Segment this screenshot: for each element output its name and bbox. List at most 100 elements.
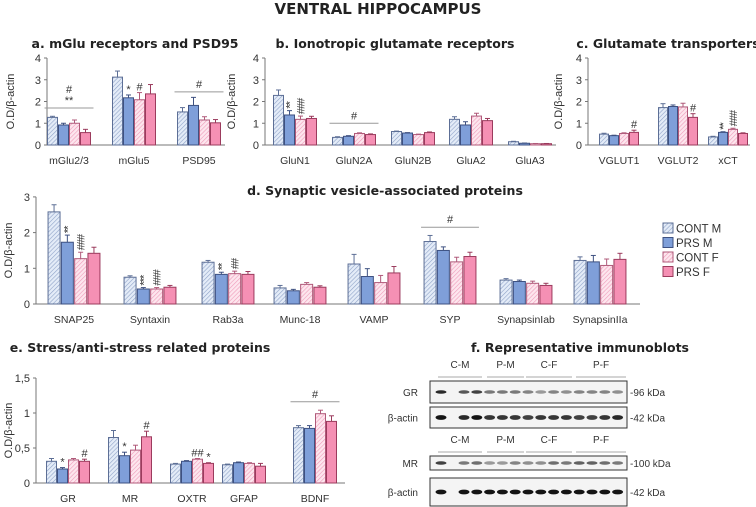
- chart-b: 0 1 2 3 4 O.D/β-actin GluN1 GluN2A GluN2B GluA2 Gl…: [226, 53, 556, 167]
- bar-cont-m: [499, 279, 513, 305]
- legend-swatch-prs-f: [662, 266, 674, 277]
- bar-cont-m: [273, 287, 287, 305]
- y-tick-label: 3: [253, 75, 259, 87]
- bar-prs-m: [609, 135, 619, 146]
- protein-band: [612, 390, 624, 394]
- bar-prs-f: [326, 420, 337, 484]
- category-label: GluA2: [456, 155, 485, 167]
- category-label: VGLUT2: [658, 155, 699, 167]
- bar-prs-m: [188, 104, 199, 146]
- protein-band: [435, 489, 447, 495]
- significance-marker: **: [65, 95, 74, 107]
- lane-group-label: C-F: [541, 435, 558, 446]
- category-label: GR: [60, 493, 76, 505]
- legend-label: PRS M: [676, 238, 712, 250]
- bar-prs-m: [57, 468, 68, 484]
- bar-prs-m: [284, 114, 295, 146]
- significance-marker: **: [62, 225, 74, 233]
- bar-prs-m: [460, 124, 471, 146]
- bar-prs-m: [519, 142, 530, 146]
- significance-marker: #: [196, 79, 203, 91]
- bar-prs-f: [241, 273, 255, 305]
- y-tick-label: 4: [253, 53, 259, 65]
- bar-cont-m: [332, 136, 343, 146]
- protein-band: [586, 489, 598, 495]
- bar-cont-m: [508, 141, 519, 146]
- y-tick-label: 1,5: [15, 373, 30, 385]
- bar-cont-f: [600, 264, 614, 305]
- bar-prs-f: [629, 131, 639, 146]
- y-tick-label: 2: [35, 97, 41, 109]
- category-label: GluA3: [515, 155, 544, 167]
- bar-prs-f: [141, 436, 152, 484]
- significance-marker: #: [143, 420, 150, 432]
- bar-prs-f: [541, 143, 552, 146]
- category-label: VAMP: [360, 314, 389, 326]
- bar-prs-m: [304, 427, 315, 484]
- significance-marker: ##: [230, 257, 242, 269]
- protein-band: [522, 390, 534, 394]
- bar-cont-f: [374, 282, 388, 305]
- protein-band: [509, 489, 521, 495]
- bar-cont-m: [708, 136, 718, 146]
- bar-cont-m: [391, 131, 402, 146]
- protein-band: [548, 489, 560, 495]
- lane-group-label: C-F: [541, 360, 558, 371]
- bar-prs-m: [119, 455, 130, 484]
- bar-prs-f: [255, 465, 266, 484]
- y-tick-label: 3: [35, 75, 41, 87]
- bar-prs-m: [512, 281, 526, 305]
- bar-prs-m: [360, 276, 374, 305]
- protein-band: [509, 390, 521, 394]
- protein-band: [471, 415, 483, 420]
- protein-band: [560, 390, 572, 394]
- protein-band: [560, 415, 572, 420]
- bar-cont-f: [471, 115, 482, 146]
- y-tick-label: 2: [253, 97, 259, 109]
- lane-group-label: C-M: [451, 435, 470, 446]
- y-tick-label: 0,5: [15, 443, 30, 455]
- significance-marker: *: [60, 457, 65, 469]
- bar-prs-f: [463, 256, 477, 305]
- y-tick-label: 1: [253, 118, 259, 130]
- bar-prs-m: [286, 290, 300, 305]
- lane-group-label: C-M: [451, 360, 470, 371]
- category-label: mGlu2/3: [49, 155, 89, 167]
- bar-prs-m: [586, 261, 600, 305]
- bar-cont-m: [449, 118, 460, 146]
- protein-band: [548, 415, 560, 420]
- molecular-weight-label: -100 kDa: [630, 459, 671, 470]
- bar-prs-f: [613, 258, 627, 305]
- chart-c: 0 1 2 3 4 O.D/β-actin VGLUT1 VGLUT2 xCT # # **###: [553, 53, 750, 167]
- legend-label: PRS F: [676, 267, 710, 279]
- y-tick-label: 3: [576, 75, 582, 87]
- blot-row-label: β-actin: [388, 414, 418, 425]
- protein-band: [458, 461, 470, 465]
- bar-prs-m: [233, 462, 244, 484]
- panel-title-e: e. Stress/anti-stress related proteins: [9, 340, 271, 355]
- protein-band: [612, 489, 624, 495]
- bar-prs-m: [214, 273, 228, 305]
- blot-row-label: β-actin: [388, 488, 418, 499]
- blot-panel-mr: C-M P-M C-F P-F MR -100 kDa β-actin -42 kDa: [388, 435, 671, 507]
- bar-prs-f: [387, 272, 401, 305]
- bar-prs-m: [181, 460, 192, 484]
- protein-band: [496, 390, 508, 394]
- figure-title: VENTRAL HIPPOCAMPUS: [274, 0, 482, 18]
- category-label: GluN2A: [336, 155, 373, 167]
- bar-cont-f: [300, 283, 314, 305]
- protein-band: [471, 489, 483, 495]
- legend-swatch-cont-m: [662, 222, 674, 234]
- bar-cont-m: [273, 94, 284, 146]
- bar-prs-f: [688, 116, 698, 146]
- y-tick-label: 0: [576, 140, 582, 152]
- bar-prs-f: [210, 122, 221, 146]
- bar-prs-m: [123, 97, 134, 146]
- protein-band: [435, 415, 447, 420]
- bar-cont-m: [177, 111, 188, 146]
- y-tick-label: 2: [24, 228, 30, 240]
- molecular-weight-label: -42 kDa: [630, 414, 665, 425]
- y-tick-label: 0: [24, 299, 30, 311]
